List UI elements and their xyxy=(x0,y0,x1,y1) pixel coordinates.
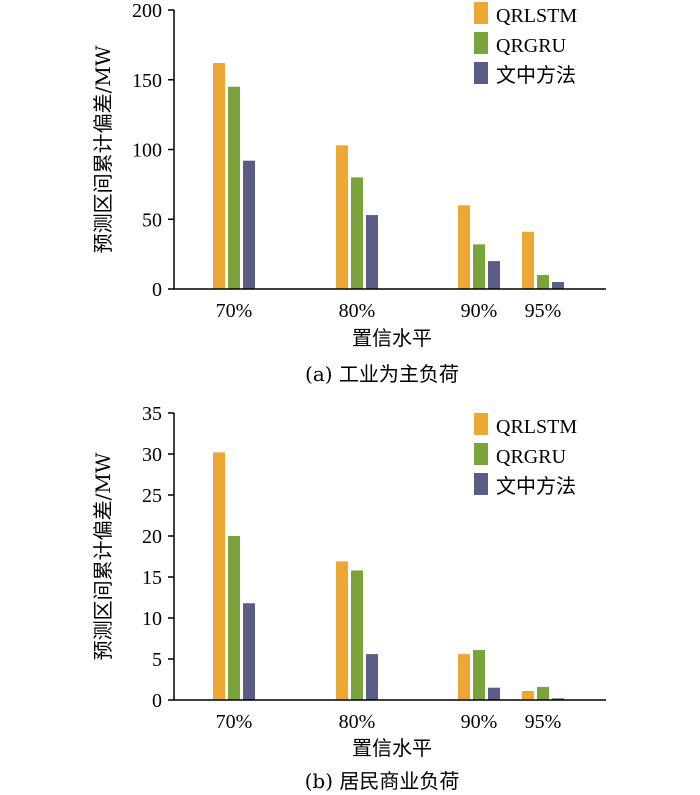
x-ticks-group: 70% 80% 90% 95% xyxy=(216,300,562,322)
bar-QRGRU-80% xyxy=(351,570,363,700)
bar-文中方法-90% xyxy=(488,687,500,700)
x-tick-label: 95% xyxy=(525,300,562,322)
bar-QRGRU-95% xyxy=(537,275,549,289)
bar-QRLSTM-70% xyxy=(213,63,225,290)
bar-QRLSTM-80% xyxy=(336,561,348,700)
y-tick-label: 150 xyxy=(132,70,162,92)
bar-文中方法-70% xyxy=(243,603,255,700)
bars-group xyxy=(213,452,564,700)
chart-panel-a: 0 50 100 150 200 70% 80% 90% 95% 预测区间累计偏差/MW 置信… xyxy=(91,0,606,386)
legend-label: 文中方法 xyxy=(496,64,576,87)
bars-group xyxy=(213,63,564,290)
legend-label: QRGRU xyxy=(496,446,567,468)
chart-caption: (b) 居民商业负荷 xyxy=(305,769,460,793)
x-tick-label: 70% xyxy=(216,711,253,733)
y-tick-label: 0 xyxy=(152,279,162,301)
bar-文中方法-70% xyxy=(243,160,255,289)
y-axis-label: 预测区间累计偏差/MW xyxy=(91,45,115,253)
chart-caption: (a) 工业为主负荷 xyxy=(305,362,459,386)
y-tick-label: 25 xyxy=(142,485,162,507)
legend-swatch xyxy=(474,32,488,54)
bar-QRGRU-70% xyxy=(228,86,240,289)
bar-文中方法-95% xyxy=(552,698,564,700)
x-tick-label: 70% xyxy=(216,300,253,322)
x-tick-label: 90% xyxy=(461,711,498,733)
bar-QRGRU-90% xyxy=(473,649,485,700)
y-tick-label: 0 xyxy=(152,690,162,712)
y-ticks-group: 0 5 10 15 20 25 30 35 xyxy=(142,403,174,712)
x-tick-label: 80% xyxy=(339,711,376,733)
y-tick-label: 20 xyxy=(142,526,162,548)
bar-QRLSTM-95% xyxy=(522,231,534,289)
y-tick-label: 15 xyxy=(142,567,162,589)
bar-QRLSTM-90% xyxy=(458,205,470,289)
y-tick-label: 35 xyxy=(142,403,162,425)
legend-swatch xyxy=(474,413,488,435)
legend-label: 文中方法 xyxy=(496,475,576,498)
y-tick-label: 30 xyxy=(142,444,162,466)
bar-文中方法-95% xyxy=(552,282,564,289)
bar-QRGRU-80% xyxy=(351,177,363,289)
x-tick-label: 95% xyxy=(525,711,562,733)
y-ticks-group: 0 50 100 150 200 xyxy=(132,0,174,301)
bar-QRGRU-70% xyxy=(228,536,240,700)
legend-swatch xyxy=(474,473,488,495)
bar-文中方法-80% xyxy=(366,654,378,700)
y-tick-label: 200 xyxy=(132,0,162,22)
bar-文中方法-80% xyxy=(366,215,378,289)
x-axis-label: 置信水平 xyxy=(352,326,432,350)
legend-label: QRLSTM xyxy=(496,416,577,438)
y-axis-label: 预测区间累计偏差/MW xyxy=(91,452,115,660)
legend: QRLSTM QRGRU 文中方法 xyxy=(474,413,577,498)
bar-QRLSTM-80% xyxy=(336,145,348,289)
bar-QRGRU-90% xyxy=(473,244,485,289)
bar-文中方法-90% xyxy=(488,261,500,289)
x-tick-label: 90% xyxy=(461,300,498,322)
y-tick-label: 100 xyxy=(132,140,162,162)
y-tick-label: 50 xyxy=(142,209,162,231)
legend: QRLSTM QRGRU 文中方法 xyxy=(474,2,577,87)
legend-swatch xyxy=(474,62,488,84)
x-ticks-group: 70% 80% 90% 95% xyxy=(216,711,562,733)
legend-swatch xyxy=(474,443,488,465)
legend-label: QRLSTM xyxy=(496,5,577,27)
y-tick-label: 5 xyxy=(152,649,162,671)
legend-swatch xyxy=(474,2,488,24)
bar-QRGRU-95% xyxy=(537,686,549,700)
x-axis-label: 置信水平 xyxy=(352,736,432,760)
axes-group xyxy=(173,413,606,701)
y-tick-label: 10 xyxy=(142,608,162,630)
bar-QRLSTM-95% xyxy=(522,690,534,700)
bar-QRLSTM-70% xyxy=(213,452,225,700)
legend-label: QRGRU xyxy=(496,35,567,57)
x-tick-label: 80% xyxy=(339,300,376,322)
bar-QRLSTM-90% xyxy=(458,654,470,700)
